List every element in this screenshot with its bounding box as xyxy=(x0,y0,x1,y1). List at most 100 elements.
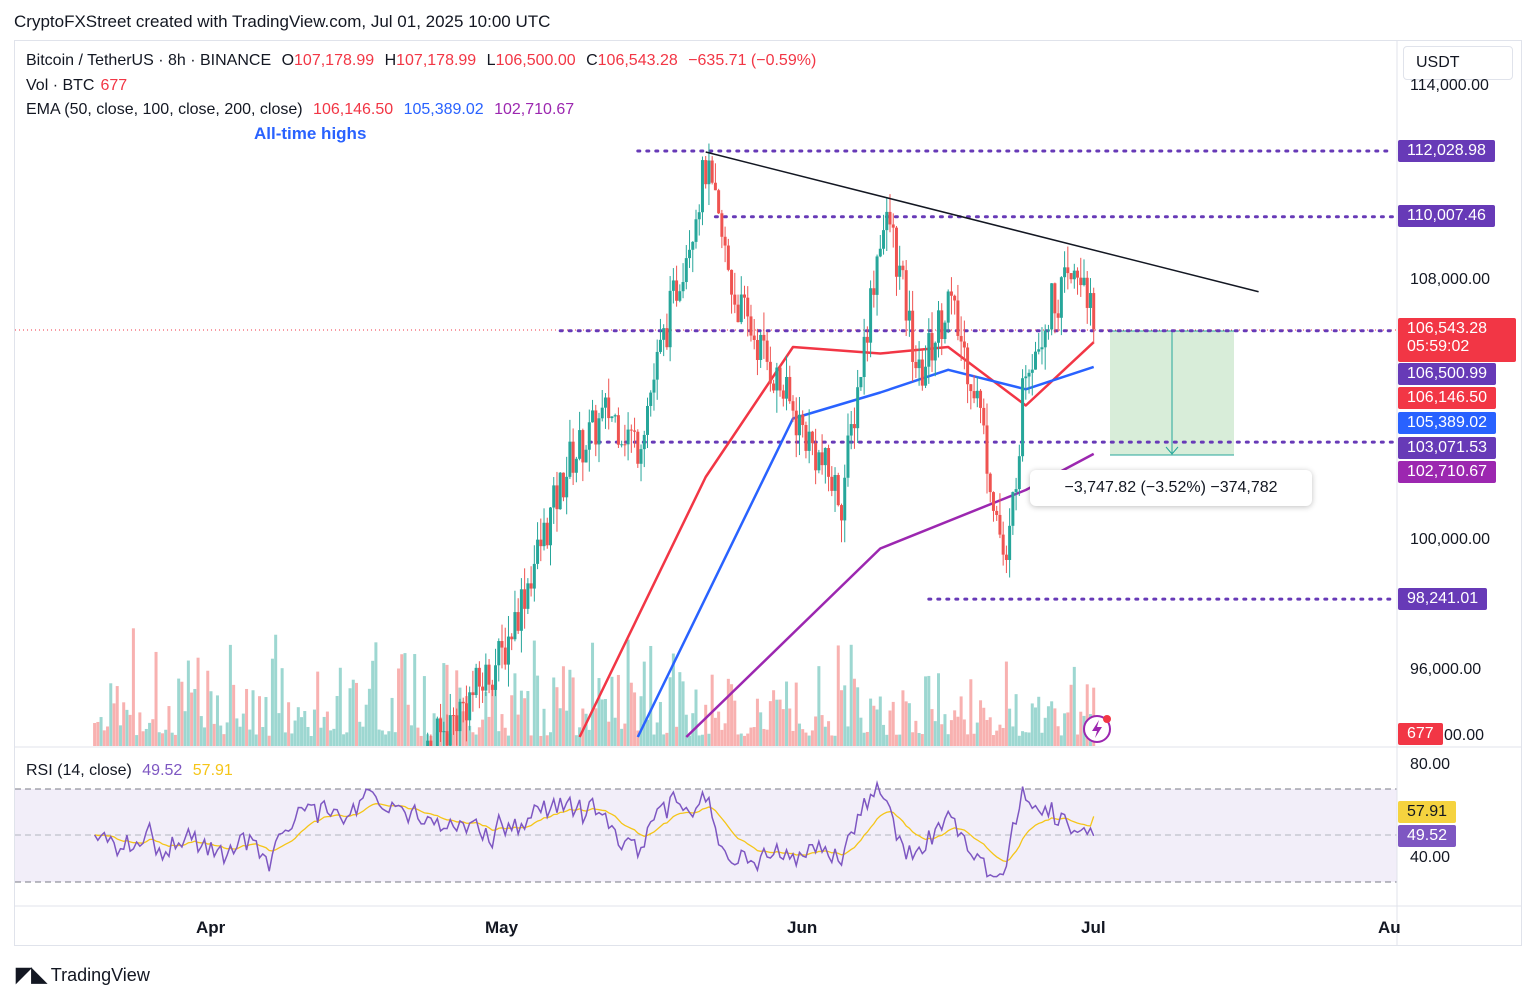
volume-bar xyxy=(920,734,924,746)
candle-body xyxy=(1063,267,1067,278)
level-badge[interactable]: 103,071.53 xyxy=(1398,437,1497,459)
volume-bar xyxy=(99,717,103,746)
ema50-badge: 106,146.50 xyxy=(1398,387,1497,409)
volume-bar xyxy=(558,708,562,746)
candle-body xyxy=(914,361,918,369)
candle-body xyxy=(623,444,627,446)
candle-body xyxy=(946,291,950,323)
candle-body xyxy=(464,703,468,721)
currency-selector[interactable]: USDT xyxy=(1403,46,1513,80)
candle-body xyxy=(717,190,721,214)
volume-bar xyxy=(859,717,863,746)
candle-body xyxy=(642,434,646,450)
volume-bar xyxy=(603,699,607,746)
candle-body xyxy=(616,415,620,445)
price-tick: 00.00 xyxy=(1444,727,1485,744)
candle-body xyxy=(768,361,772,384)
candle-body xyxy=(930,333,934,361)
volume-bar xyxy=(212,723,216,746)
candle-body xyxy=(523,589,527,609)
candle-body xyxy=(911,310,915,362)
measure-tool[interactable] xyxy=(1110,330,1234,456)
volume-bar xyxy=(400,654,404,746)
volume-bar xyxy=(633,692,637,746)
volume-bar xyxy=(985,719,989,746)
lightning-icon[interactable] xyxy=(1083,715,1111,743)
candle-body xyxy=(891,224,895,228)
candle-body xyxy=(969,384,973,392)
level-badge[interactable]: 110,007.46 xyxy=(1398,205,1495,227)
candle-body xyxy=(626,429,630,445)
tradingview-logo[interactable]: ◤◣ TradingView xyxy=(16,962,150,987)
volume-bar xyxy=(972,733,976,746)
volume-bar xyxy=(403,653,407,746)
volume-bar xyxy=(797,723,801,746)
volume-legend[interactable]: Vol · BTC 677 xyxy=(26,77,133,95)
candles[interactable] xyxy=(426,143,1096,746)
volume-bar xyxy=(409,725,413,746)
level-badge[interactable]: 112,028.98 xyxy=(1398,140,1495,162)
volume-bar xyxy=(646,719,649,746)
volume-bar xyxy=(642,661,646,746)
candle-body xyxy=(620,444,624,446)
level-badge[interactable]: 106,500.99 xyxy=(1398,363,1497,385)
ema100-value: 105,389.02 xyxy=(403,101,484,118)
last-price-badge[interactable]: 106,543.28 05:59:02 xyxy=(1398,318,1516,362)
volume-bar xyxy=(969,679,973,746)
volume-bar xyxy=(937,673,940,746)
candle-body xyxy=(519,589,523,631)
volume-bar xyxy=(374,642,378,746)
volume-bar xyxy=(348,688,352,746)
candle-body xyxy=(1004,554,1008,560)
candle-body xyxy=(762,334,766,341)
ath-annotation[interactable]: All-time highs xyxy=(254,124,367,143)
volume-bar xyxy=(610,676,614,746)
high-value: 107,178.99 xyxy=(396,52,477,69)
volume-bar xyxy=(390,697,394,746)
volume-bar xyxy=(933,721,937,746)
measure-arrowhead xyxy=(1165,446,1179,455)
volume-bar xyxy=(726,678,730,746)
candle-body xyxy=(856,387,860,429)
volume-bar xyxy=(720,729,724,746)
volume-bar xyxy=(523,698,527,746)
candle-body xyxy=(1066,267,1070,274)
volume-bar xyxy=(885,734,889,746)
symbol-title[interactable]: Bitcoin / TetherUS · 8h · BINANCE xyxy=(26,52,272,69)
candle-body xyxy=(878,248,882,257)
candle-body xyxy=(610,416,614,419)
volume-bar xyxy=(581,708,585,746)
horizontal-levels[interactable] xyxy=(558,149,1395,601)
volume-bar xyxy=(532,640,536,746)
candle-body xyxy=(584,449,588,463)
volume-bar xyxy=(597,678,601,746)
candle-body xyxy=(688,249,692,259)
volume-bar xyxy=(416,727,420,746)
volume-bar xyxy=(306,726,310,746)
candle-body xyxy=(487,664,491,685)
candle-body xyxy=(830,476,834,491)
volume-bar xyxy=(93,723,97,746)
candle-body xyxy=(979,390,983,408)
candle-body xyxy=(846,435,850,478)
volume-bar xyxy=(862,732,866,746)
volume-bar xyxy=(1004,661,1008,746)
candle-body xyxy=(920,359,924,386)
ema50-line xyxy=(578,341,1095,738)
rsi-legend[interactable]: RSI (14, close) 49.52 57.91 xyxy=(26,762,239,780)
candle-body xyxy=(1085,277,1089,308)
descending-trendline[interactable] xyxy=(705,151,1259,293)
candle-body xyxy=(788,376,792,402)
candle-body xyxy=(568,441,572,477)
candle-body xyxy=(503,647,507,665)
candle-body xyxy=(736,304,740,323)
change-value: −635.71 (−0.59%) xyxy=(688,52,817,69)
level-badge[interactable]: 98,241.01 xyxy=(1398,588,1488,610)
candle-body xyxy=(772,383,776,391)
volume-bar xyxy=(995,730,999,746)
volume-bar xyxy=(96,721,100,746)
candle-body xyxy=(710,160,714,183)
ema-legend[interactable]: EMA (50, close, 100, close, 200, close) … xyxy=(26,101,580,119)
volume-bar xyxy=(768,701,772,746)
